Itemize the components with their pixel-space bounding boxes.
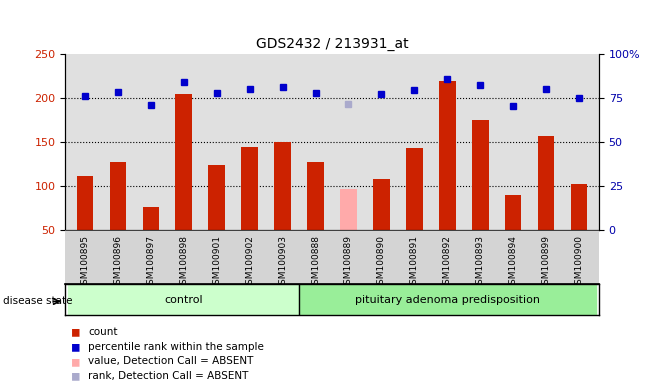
Title: GDS2432 / 213931_at: GDS2432 / 213931_at	[256, 37, 408, 51]
Bar	[68, 284, 299, 315]
Text: GSM100902: GSM100902	[245, 235, 254, 290]
Bar	[208, 165, 225, 230]
Text: count: count	[88, 327, 117, 337]
Text: GSM100896: GSM100896	[113, 235, 122, 290]
Bar	[505, 195, 521, 230]
Text: control: control	[165, 295, 203, 305]
Text: GSM100903: GSM100903	[278, 235, 287, 290]
Bar	[77, 175, 93, 230]
Text: GSM100901: GSM100901	[212, 235, 221, 290]
Bar	[373, 179, 390, 230]
Bar	[109, 162, 126, 230]
Text: GSM100892: GSM100892	[443, 235, 452, 290]
Text: ■: ■	[72, 355, 79, 368]
Text: GSM100888: GSM100888	[311, 235, 320, 290]
Text: GSM100899: GSM100899	[542, 235, 551, 290]
Bar	[406, 148, 422, 230]
Bar	[439, 81, 456, 230]
Text: ■: ■	[72, 340, 79, 353]
Text: GSM100894: GSM100894	[508, 235, 518, 290]
Text: rank, Detection Call = ABSENT: rank, Detection Call = ABSENT	[88, 371, 248, 381]
Bar	[571, 184, 587, 230]
Bar	[176, 94, 192, 230]
Text: GSM100898: GSM100898	[179, 235, 188, 290]
Text: disease state: disease state	[3, 296, 73, 306]
Text: ■: ■	[72, 369, 79, 382]
Text: GSM100889: GSM100889	[344, 235, 353, 290]
Text: pituitary adenoma predisposition: pituitary adenoma predisposition	[355, 295, 540, 305]
Bar	[472, 120, 488, 230]
Bar	[299, 284, 596, 315]
Text: percentile rank within the sample: percentile rank within the sample	[88, 342, 264, 352]
Text: GSM100890: GSM100890	[377, 235, 386, 290]
Text: GSM100893: GSM100893	[476, 235, 485, 290]
Text: ■: ■	[72, 326, 79, 339]
Text: GSM100897: GSM100897	[146, 235, 156, 290]
Text: GSM100891: GSM100891	[410, 235, 419, 290]
Text: value, Detection Call = ABSENT: value, Detection Call = ABSENT	[88, 356, 253, 366]
Bar	[538, 136, 555, 230]
Bar	[274, 142, 291, 230]
Bar	[307, 162, 324, 230]
Bar	[143, 207, 159, 230]
Text: GSM100900: GSM100900	[575, 235, 584, 290]
Bar	[340, 189, 357, 230]
Text: GSM100895: GSM100895	[80, 235, 89, 290]
Bar	[242, 147, 258, 230]
